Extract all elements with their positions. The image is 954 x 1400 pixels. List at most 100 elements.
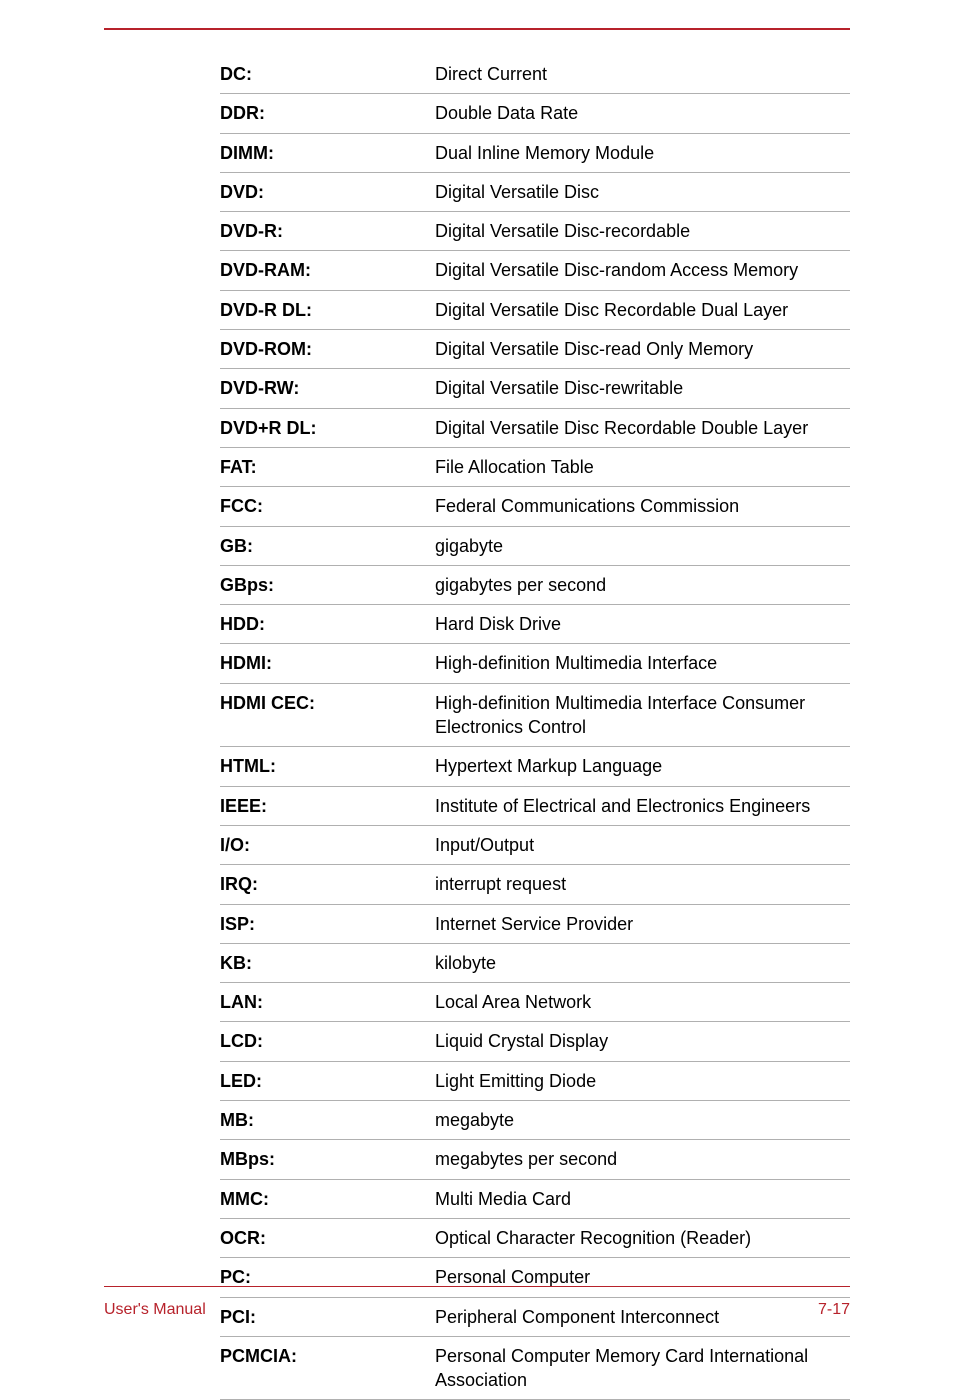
- table-row: HDMI:High-definition Multimedia Interfac…: [220, 644, 850, 683]
- table-row: MBps:megabytes per second: [220, 1140, 850, 1179]
- table-row: DDR:Double Data Rate: [220, 94, 850, 133]
- glossary-term: HDD:: [220, 605, 435, 644]
- glossary-definition: Digital Versatile Disc-rewritable: [435, 369, 850, 408]
- glossary-definition: interrupt request: [435, 865, 850, 904]
- glossary-definition: Digital Versatile Disc Recordable Dual L…: [435, 290, 850, 329]
- glossary-term: MMC:: [220, 1179, 435, 1218]
- table-row: HDMI CEC:High-definition Multimedia Inte…: [220, 683, 850, 747]
- table-row: DVD-RW:Digital Versatile Disc-rewritable: [220, 369, 850, 408]
- glossary-definition: Local Area Network: [435, 983, 850, 1022]
- table-row: DVD+R DL:Digital Versatile Disc Recordab…: [220, 408, 850, 447]
- glossary-definition: Multi Media Card: [435, 1179, 850, 1218]
- glossary-term: DIMM:: [220, 133, 435, 172]
- glossary-definition: Direct Current: [435, 55, 850, 94]
- glossary-term: DVD:: [220, 172, 435, 211]
- glossary-term: DVD-R DL:: [220, 290, 435, 329]
- table-row: PCMCIA:Personal Computer Memory Card Int…: [220, 1336, 850, 1400]
- glossary-term: GB:: [220, 526, 435, 565]
- glossary-term: GBps:: [220, 565, 435, 604]
- glossary-definition: gigabyte: [435, 526, 850, 565]
- glossary-term: LAN:: [220, 983, 435, 1022]
- glossary-definition: File Allocation Table: [435, 447, 850, 486]
- table-row: LCD:Liquid Crystal Display: [220, 1022, 850, 1061]
- table-row: OCR:Optical Character Recognition (Reade…: [220, 1218, 850, 1257]
- glossary-definition: megabyte: [435, 1101, 850, 1140]
- table-row: GBps:gigabytes per second: [220, 565, 850, 604]
- table-row: I/O:Input/Output: [220, 825, 850, 864]
- glossary-term: DDR:: [220, 94, 435, 133]
- footer-right: 7-17: [818, 1301, 850, 1319]
- glossary-definition: megabytes per second: [435, 1140, 850, 1179]
- table-row: ISP:Internet Service Provider: [220, 904, 850, 943]
- glossary-definition: Digital Versatile Disc-recordable: [435, 212, 850, 251]
- table-row: LAN:Local Area Network: [220, 983, 850, 1022]
- glossary-term: ISP:: [220, 904, 435, 943]
- table-row: GB:gigabyte: [220, 526, 850, 565]
- glossary-definition: Hypertext Markup Language: [435, 747, 850, 786]
- glossary-definition: Digital Versatile Disc-random Access Mem…: [435, 251, 850, 290]
- glossary-definition: Internet Service Provider: [435, 904, 850, 943]
- table-row: LED:Light Emitting Diode: [220, 1061, 850, 1100]
- glossary-term: HDMI:: [220, 644, 435, 683]
- glossary-definition: Digital Versatile Disc-read Only Memory: [435, 330, 850, 369]
- glossary-container: DC:Direct CurrentDDR:Double Data RateDIM…: [220, 55, 850, 1400]
- glossary-definition: Personal Computer Memory Card Internatio…: [435, 1336, 850, 1400]
- glossary-term: PC:: [220, 1258, 435, 1297]
- table-row: MMC:Multi Media Card: [220, 1179, 850, 1218]
- table-row: DC:Direct Current: [220, 55, 850, 94]
- glossary-table: DC:Direct CurrentDDR:Double Data RateDIM…: [220, 55, 850, 1400]
- glossary-term: MB:: [220, 1101, 435, 1140]
- page-footer: User's Manual 7-17: [104, 1301, 850, 1319]
- table-row: DVD-R:Digital Versatile Disc-recordable: [220, 212, 850, 251]
- table-row: MB:megabyte: [220, 1101, 850, 1140]
- glossary-term: HTML:: [220, 747, 435, 786]
- glossary-term: PCMCIA:: [220, 1336, 435, 1400]
- glossary-term: DVD+R DL:: [220, 408, 435, 447]
- glossary-term: DVD-RAM:: [220, 251, 435, 290]
- glossary-term: FCC:: [220, 487, 435, 526]
- glossary-definition: Liquid Crystal Display: [435, 1022, 850, 1061]
- glossary-definition: Digital Versatile Disc: [435, 172, 850, 211]
- glossary-definition: gigabytes per second: [435, 565, 850, 604]
- table-row: HTML:Hypertext Markup Language: [220, 747, 850, 786]
- table-row: PC:Personal Computer: [220, 1258, 850, 1297]
- header-rule: [104, 28, 850, 30]
- glossary-term: LCD:: [220, 1022, 435, 1061]
- table-row: HDD:Hard Disk Drive: [220, 605, 850, 644]
- glossary-definition: Dual Inline Memory Module: [435, 133, 850, 172]
- glossary-term: MBps:: [220, 1140, 435, 1179]
- table-row: DIMM:Dual Inline Memory Module: [220, 133, 850, 172]
- glossary-definition: Double Data Rate: [435, 94, 850, 133]
- table-row: DVD-RAM:Digital Versatile Disc-random Ac…: [220, 251, 850, 290]
- table-row: FAT:File Allocation Table: [220, 447, 850, 486]
- glossary-definition: Federal Communications Commission: [435, 487, 850, 526]
- glossary-term: FAT:: [220, 447, 435, 486]
- glossary-definition: High-definition Multimedia Interface: [435, 644, 850, 683]
- glossary-term: HDMI CEC:: [220, 683, 435, 747]
- glossary-definition: Optical Character Recognition (Reader): [435, 1218, 850, 1257]
- table-row: DVD:Digital Versatile Disc: [220, 172, 850, 211]
- glossary-definition: Personal Computer: [435, 1258, 850, 1297]
- footer-rule: [104, 1286, 850, 1287]
- table-row: FCC:Federal Communications Commission: [220, 487, 850, 526]
- table-row: DVD-ROM:Digital Versatile Disc-read Only…: [220, 330, 850, 369]
- glossary-definition: Institute of Electrical and Electronics …: [435, 786, 850, 825]
- glossary-term: IRQ:: [220, 865, 435, 904]
- glossary-term: DVD-R:: [220, 212, 435, 251]
- glossary-definition: High-definition Multimedia Interface Con…: [435, 683, 850, 747]
- glossary-definition: Input/Output: [435, 825, 850, 864]
- glossary-term: DC:: [220, 55, 435, 94]
- glossary-definition: kilobyte: [435, 943, 850, 982]
- glossary-definition: Hard Disk Drive: [435, 605, 850, 644]
- glossary-term: DVD-ROM:: [220, 330, 435, 369]
- glossary-term: OCR:: [220, 1218, 435, 1257]
- glossary-definition: Digital Versatile Disc Recordable Double…: [435, 408, 850, 447]
- glossary-term: I/O:: [220, 825, 435, 864]
- glossary-term: DVD-RW:: [220, 369, 435, 408]
- table-row: KB:kilobyte: [220, 943, 850, 982]
- table-row: IRQ:interrupt request: [220, 865, 850, 904]
- footer-left: User's Manual: [104, 1301, 206, 1319]
- table-row: IEEE:Institute of Electrical and Electro…: [220, 786, 850, 825]
- glossary-term: LED:: [220, 1061, 435, 1100]
- glossary-term: KB:: [220, 943, 435, 982]
